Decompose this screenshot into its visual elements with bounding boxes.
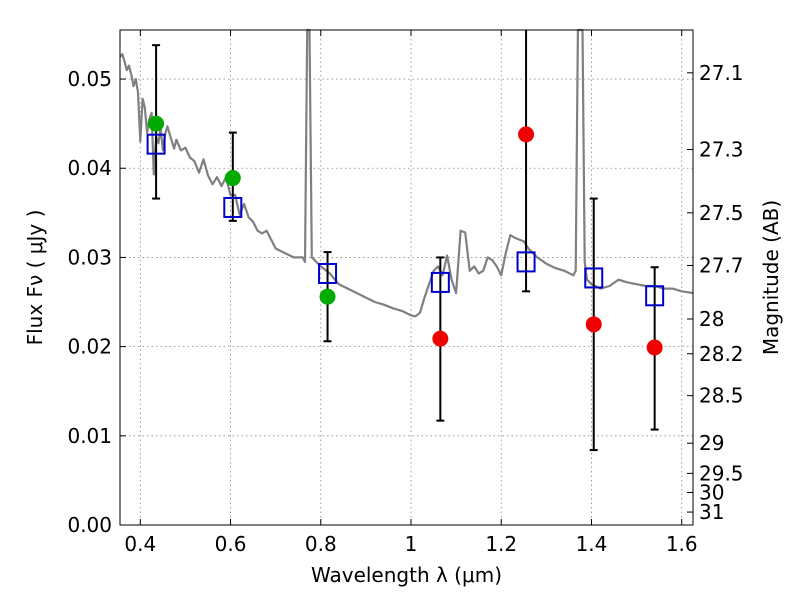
y2-tick-label: 29 <box>699 431 724 455</box>
y-tick-label: 0.00 <box>67 513 112 537</box>
x-tick-label: 0.6 <box>215 532 247 556</box>
nondetection-point <box>646 339 663 356</box>
detection-point <box>148 115 165 132</box>
y-tick-label: 0.02 <box>67 335 112 359</box>
model-flux-square <box>430 271 450 293</box>
nondetection-point <box>432 330 449 347</box>
model-flux-square <box>223 196 243 218</box>
nondetection-point <box>585 316 602 333</box>
y-tick-label: 0.05 <box>67 67 112 91</box>
axis-ticks <box>120 30 693 526</box>
x-tick-label: 1 <box>405 532 418 556</box>
x-tick-label: 1.2 <box>485 532 517 556</box>
model-flux-square <box>146 133 166 155</box>
y2-tick-label: 31 <box>699 500 724 524</box>
y2-tick-label: 28.5 <box>699 384 744 408</box>
y2-tick-label: 27.5 <box>699 201 744 225</box>
y-axis-label: Flux Fν ( μJy ) <box>23 210 47 346</box>
model-sed <box>119 28 694 318</box>
y2-axis-label: Magnitude (AB) <box>759 200 783 355</box>
model-flux-square <box>584 267 604 289</box>
x-tick-label: 1.6 <box>666 532 698 556</box>
y2-tick-label: 30 <box>699 480 724 504</box>
grid <box>120 30 693 525</box>
y-tick-label: 0.04 <box>67 156 112 180</box>
y-tick-label: 0.03 <box>67 245 112 269</box>
nondetection-point <box>518 126 535 143</box>
y2-tick-label: 27.1 <box>699 61 744 85</box>
x-tick-label: 1.4 <box>576 532 608 556</box>
detection-point <box>224 170 241 187</box>
y2-tick-label: 27.3 <box>699 138 744 162</box>
plot-frame <box>119 29 694 526</box>
detection-point <box>319 288 336 305</box>
y-tick-label: 0.01 <box>67 424 112 448</box>
y2-tick-label: 28.2 <box>699 342 744 366</box>
model-flux-square <box>645 285 665 307</box>
y2-tick-label: 28 <box>699 307 724 331</box>
model-sed-line <box>119 28 694 318</box>
model-flux-square <box>516 251 536 273</box>
x-tick-label: 0.4 <box>124 532 156 556</box>
model-flux-square <box>318 262 338 284</box>
x-tick-label: 0.8 <box>305 532 337 556</box>
markers <box>146 115 665 356</box>
tick-labels: 0.4 0.6 0.8 1 1.2 1.4 1.6 0.00 0.01 0.02 0.03 0.04 0… <box>67 61 743 556</box>
x-axis-label: Wavelength λ (μm) <box>311 563 502 587</box>
y2-tick-label: 27.7 <box>699 253 744 277</box>
y2-tick-label: 29.5 <box>699 461 744 485</box>
